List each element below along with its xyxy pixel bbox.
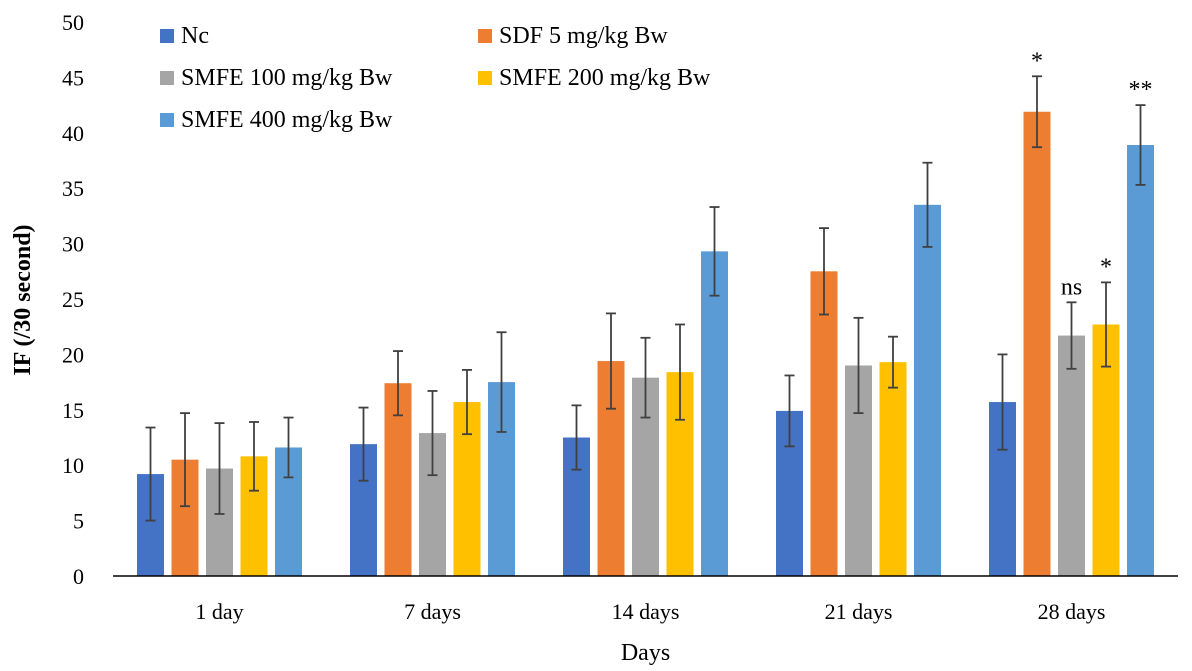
error-bar xyxy=(393,350,403,417)
error-bar xyxy=(462,369,472,436)
bar xyxy=(1127,144,1154,576)
significance-annotation: * xyxy=(1100,254,1112,280)
legend-swatch xyxy=(160,29,174,43)
error-bar xyxy=(997,353,1008,451)
x-tick-label: 7 days xyxy=(404,599,461,624)
legend-label: SDF 5 mg/kg Bw xyxy=(499,23,668,49)
x-axis-title: Days xyxy=(621,640,670,666)
y-tick-label: 0 xyxy=(73,564,84,589)
bar xyxy=(1023,111,1051,577)
error-bar xyxy=(819,227,829,316)
legend-swatch xyxy=(160,113,174,127)
bars-group xyxy=(137,111,1154,577)
error-bar xyxy=(1032,75,1042,149)
legend-item: SMFE 400 mg/kg Bw xyxy=(160,107,393,133)
significance-annotation: * xyxy=(1031,48,1043,74)
legend-label: SMFE 100 mg/kg Bw xyxy=(181,65,393,91)
error-bar xyxy=(853,316,864,415)
error-bar xyxy=(358,406,369,482)
error-bar xyxy=(606,312,616,410)
legend-label: SMFE 200 mg/kg Bw xyxy=(499,65,711,91)
legend-item: Nc xyxy=(160,23,209,49)
x-tick-label: 21 days xyxy=(825,599,893,624)
bar xyxy=(914,204,941,576)
y-tick-label: 30 xyxy=(62,232,84,257)
significance-annotation: ns xyxy=(1061,274,1082,300)
error-bar xyxy=(249,421,259,492)
y-tick-label: 20 xyxy=(62,342,84,367)
error-bar xyxy=(427,390,438,477)
error-bar xyxy=(1101,281,1111,368)
bar xyxy=(1058,335,1085,576)
y-tick-label: 25 xyxy=(62,287,84,312)
error-bar xyxy=(709,206,720,297)
error-bar xyxy=(784,374,795,448)
y-tick-label: 45 xyxy=(62,65,84,90)
significance-annotation: ** xyxy=(1129,77,1153,103)
legend-swatch xyxy=(478,29,492,43)
x-tick-label: 14 days xyxy=(612,599,680,624)
y-tick-label: 15 xyxy=(62,398,84,423)
annotations-group: *ns*** xyxy=(1031,48,1153,300)
y-tick-label: 40 xyxy=(62,121,84,146)
bar xyxy=(810,271,838,576)
legend-item: SDF 5 mg/kg Bw xyxy=(478,23,668,49)
error-bars-group xyxy=(145,75,1146,522)
error-bar xyxy=(283,416,294,479)
y-axis-title: IF (/30 second) xyxy=(10,224,36,375)
x-tick-label: 28 days xyxy=(1038,599,1106,624)
legend-swatch xyxy=(478,71,492,85)
error-bar xyxy=(496,331,507,433)
y-tick-label: 5 xyxy=(73,509,84,534)
legend-item: SMFE 200 mg/kg Bw xyxy=(478,65,711,91)
bar xyxy=(879,362,907,576)
y-tick-label: 10 xyxy=(62,453,84,478)
x-axis-ticks: 1 day 7 days 14 days 21 days 28 days xyxy=(195,599,1105,624)
legend-label: Nc xyxy=(181,23,209,49)
error-bar xyxy=(888,335,898,389)
error-bar xyxy=(675,323,685,421)
legend: Nc SDF 5 mg/kg Bw SMFE 100 mg/kg Bw SMFE 20… xyxy=(160,23,711,133)
error-bar xyxy=(180,412,190,508)
error-bar xyxy=(1135,104,1146,186)
x-tick-label: 1 day xyxy=(195,599,243,624)
error-bar xyxy=(1066,301,1077,370)
y-axis-ticks: 0 5 10 15 20 25 30 35 40 45 50 xyxy=(62,10,84,589)
error-bar xyxy=(922,161,933,248)
error-bar xyxy=(640,336,651,419)
legend-item: SMFE 100 mg/kg Bw xyxy=(160,65,393,91)
error-bar xyxy=(571,404,582,471)
error-bar xyxy=(145,426,156,522)
y-tick-label: 50 xyxy=(62,10,84,35)
legend-swatch xyxy=(160,71,174,85)
y-tick-label: 35 xyxy=(62,176,84,201)
legend-label: SMFE 400 mg/kg Bw xyxy=(181,107,393,133)
error-bar xyxy=(214,422,225,515)
bar xyxy=(701,251,728,576)
